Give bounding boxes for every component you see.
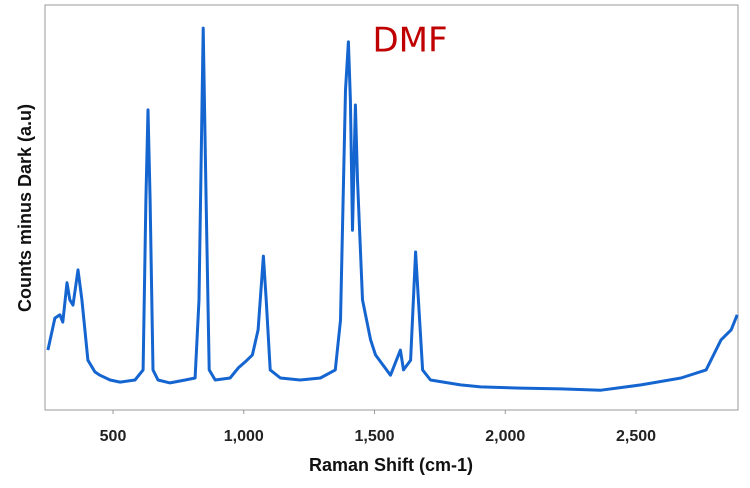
x-axis-title: Raman Shift (cm-1)	[309, 455, 473, 475]
y-axis-title: Counts minus Dark (a.u)	[15, 104, 35, 312]
annotation: DMF	[372, 21, 447, 61]
x-tick-label: 1,500	[354, 428, 394, 445]
plot-frame	[44, 4, 739, 411]
x-tick-label: 500	[100, 428, 127, 445]
x-tick-label: 2,000	[485, 428, 525, 445]
x-tick-label: 2,500	[616, 428, 656, 445]
spectrum-line	[46, 26, 739, 392]
x-tick-label: 1,000	[224, 428, 264, 445]
